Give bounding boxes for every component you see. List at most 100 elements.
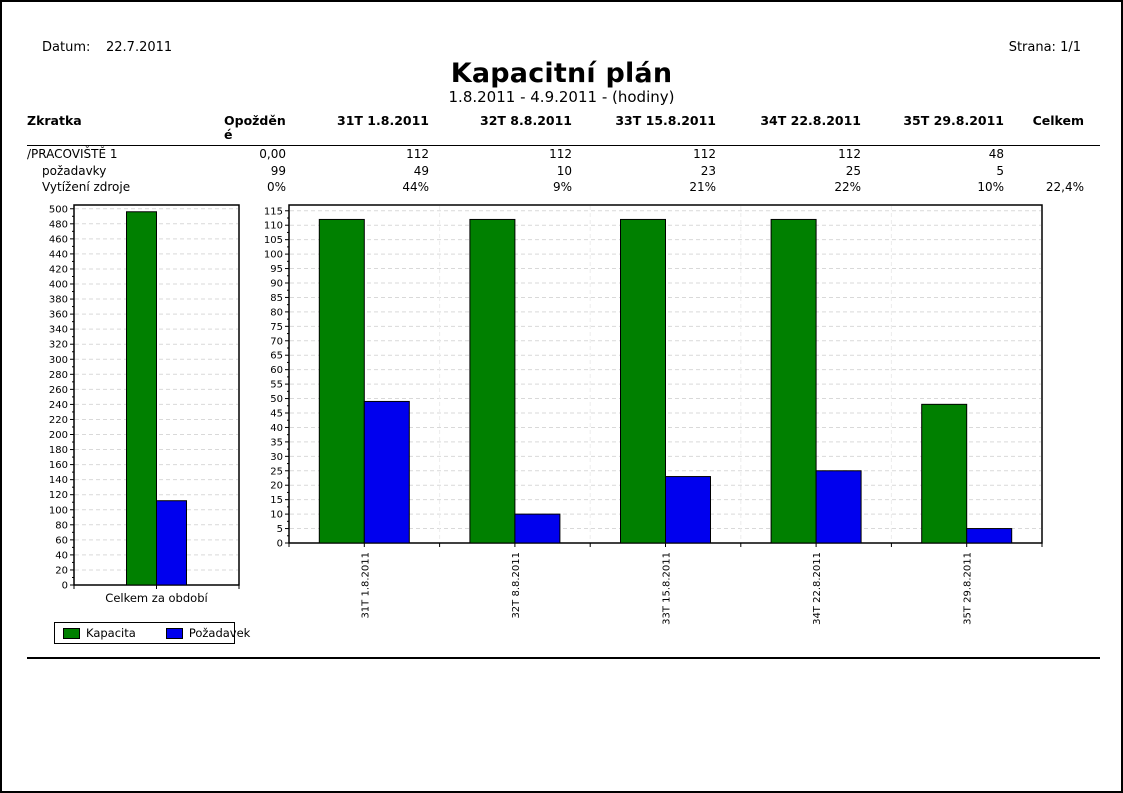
- svg-text:0: 0: [277, 539, 283, 550]
- page-title: Kapacitní plán: [450, 58, 673, 89]
- svg-text:100: 100: [49, 505, 68, 516]
- svg-text:5: 5: [277, 524, 283, 535]
- cell-value: [1004, 147, 1084, 163]
- demand-swatch-icon: [165, 627, 183, 639]
- svg-text:340: 340: [49, 325, 68, 336]
- svg-text:60: 60: [270, 365, 283, 376]
- svg-text:10: 10: [270, 510, 283, 521]
- cell-value: 0,00: [259, 147, 286, 161]
- cell-value: 9%: [552, 180, 572, 194]
- svg-text:70: 70: [270, 336, 283, 347]
- svg-text:80: 80: [270, 307, 283, 318]
- table-row-demands: požadavky 99 49 10 23 25 5: [27, 163, 1100, 180]
- cell-value: 25: [845, 163, 861, 178]
- weekly-capacity-bar-chart: 0 5 10 15 20 25 30 35 40 45 50 55 60 65 70 75 80 85 90 95 10…: [264, 204, 1043, 625]
- svg-text:140: 140: [49, 475, 68, 486]
- svg-text:50: 50: [270, 394, 283, 405]
- svg-text:20: 20: [55, 565, 68, 576]
- svg-text:33T 15.8.2011: 33T 15.8.2011: [662, 552, 673, 625]
- page-number: Strana: 1/1: [1008, 40, 1081, 55]
- svg-text:380: 380: [49, 295, 68, 306]
- cell-value: 112: [549, 147, 572, 161]
- svg-text:360: 360: [49, 310, 68, 321]
- cell-value: [1004, 164, 1084, 180]
- cell-value: 112: [838, 147, 861, 161]
- svg-text:300: 300: [49, 355, 68, 366]
- cell-value: 21%: [689, 180, 716, 194]
- date-value: 22.7.2011: [106, 40, 173, 55]
- cell-value: 112: [406, 147, 429, 161]
- svg-text:115: 115: [264, 206, 283, 217]
- svg-text:160: 160: [49, 460, 68, 471]
- svg-text:20: 20: [270, 481, 283, 492]
- table-row-utilization: Vytížení zdroje 0% 44% 9% 21% 22% 10% 22…: [27, 179, 1100, 196]
- col-header-week31: 31T 1.8.2011: [337, 113, 429, 128]
- svg-text:110: 110: [264, 221, 283, 232]
- cell-value: 49: [413, 163, 429, 178]
- svg-text:31T 1.8.2011: 31T 1.8.2011: [360, 552, 371, 619]
- col-header-week35: 35T 29.8.2011: [903, 113, 1004, 128]
- svg-text:420: 420: [49, 264, 68, 275]
- cell-value: 22%: [834, 180, 861, 194]
- svg-text:460: 460: [49, 234, 68, 245]
- cell-value: 23: [700, 163, 716, 178]
- svg-text:15: 15: [270, 495, 283, 506]
- svg-text:320: 320: [49, 340, 68, 351]
- col-header-zkratka: Zkratka: [27, 113, 82, 128]
- svg-text:280: 280: [49, 370, 68, 381]
- capacity-table: Zkratka Opožděn é 31T 1.8.2011 32T 8.8.2…: [27, 114, 1100, 196]
- table-row-workplace: /PRACOVIŠTĚ 1 0,00 112 112 112 112 48: [27, 146, 1100, 163]
- cell-value: 10%: [977, 180, 1004, 194]
- svg-text:35: 35: [270, 437, 283, 448]
- row-label: /PRACOVIŠTĚ 1: [27, 147, 118, 161]
- svg-text:34T 22.8.2011: 34T 22.8.2011: [812, 552, 823, 625]
- col-header-celkem: Celkem: [1032, 113, 1084, 128]
- svg-text:200: 200: [49, 430, 68, 441]
- row-label: požadavky: [42, 163, 107, 178]
- legend-item-demand: Požadavek: [165, 626, 251, 640]
- svg-text:60: 60: [55, 535, 68, 546]
- svg-text:480: 480: [49, 219, 68, 230]
- svg-text:500: 500: [49, 204, 68, 215]
- cell-value: 44%: [402, 180, 429, 194]
- table-header-row: Zkratka Opožděn é 31T 1.8.2011 32T 8.8.2…: [27, 114, 1100, 146]
- svg-text:260: 260: [49, 385, 68, 396]
- total-period-bar-chart: 0 20 40 60 80 100 120 140 160 180 200 220 240 260 280 3…: [49, 204, 240, 605]
- svg-text:30: 30: [270, 452, 283, 463]
- col-header-week32: 32T 8.8.2011: [480, 113, 572, 128]
- svg-text:120: 120: [49, 490, 68, 501]
- svg-text:440: 440: [49, 249, 68, 260]
- svg-text:75: 75: [270, 322, 283, 333]
- col-header-week33: 33T 15.8.2011: [615, 113, 716, 128]
- date-label: Datum:: [42, 40, 91, 55]
- legend-label: Požadavek: [188, 626, 251, 640]
- svg-text:40: 40: [55, 550, 68, 561]
- svg-text:85: 85: [270, 293, 283, 304]
- svg-text:65: 65: [270, 351, 283, 362]
- capacity-swatch-icon: [63, 627, 80, 639]
- svg-text:180: 180: [49, 445, 68, 456]
- svg-text:Celkem za období: Celkem za období: [105, 591, 208, 605]
- cell-value: 0%: [266, 180, 286, 194]
- svg-text:400: 400: [49, 280, 68, 291]
- svg-text:90: 90: [270, 279, 283, 290]
- svg-text:80: 80: [55, 520, 68, 531]
- cell-value: 10: [556, 163, 572, 178]
- cell-value: 5: [996, 163, 1004, 178]
- svg-text:32T 8.8.2011: 32T 8.8.2011: [511, 552, 522, 619]
- legend-label: Kapacita: [86, 626, 136, 640]
- svg-text:35T 29.8.2011: 35T 29.8.2011: [963, 552, 974, 625]
- col-header-week34: 34T 22.8.2011: [760, 113, 861, 128]
- report-date: Datum: 22.7.2011: [42, 40, 172, 55]
- cell-value: 22,4%: [1045, 180, 1084, 194]
- svg-text:100: 100: [264, 250, 283, 261]
- cell-value: 99: [270, 163, 286, 178]
- chart-legend: Kapacita Požadavek: [54, 622, 250, 644]
- svg-text:55: 55: [270, 380, 283, 391]
- svg-text:25: 25: [270, 466, 283, 477]
- svg-text:105: 105: [264, 235, 283, 246]
- svg-text:0: 0: [62, 581, 68, 592]
- footer-divider: [27, 657, 1100, 659]
- svg-text:45: 45: [270, 409, 283, 420]
